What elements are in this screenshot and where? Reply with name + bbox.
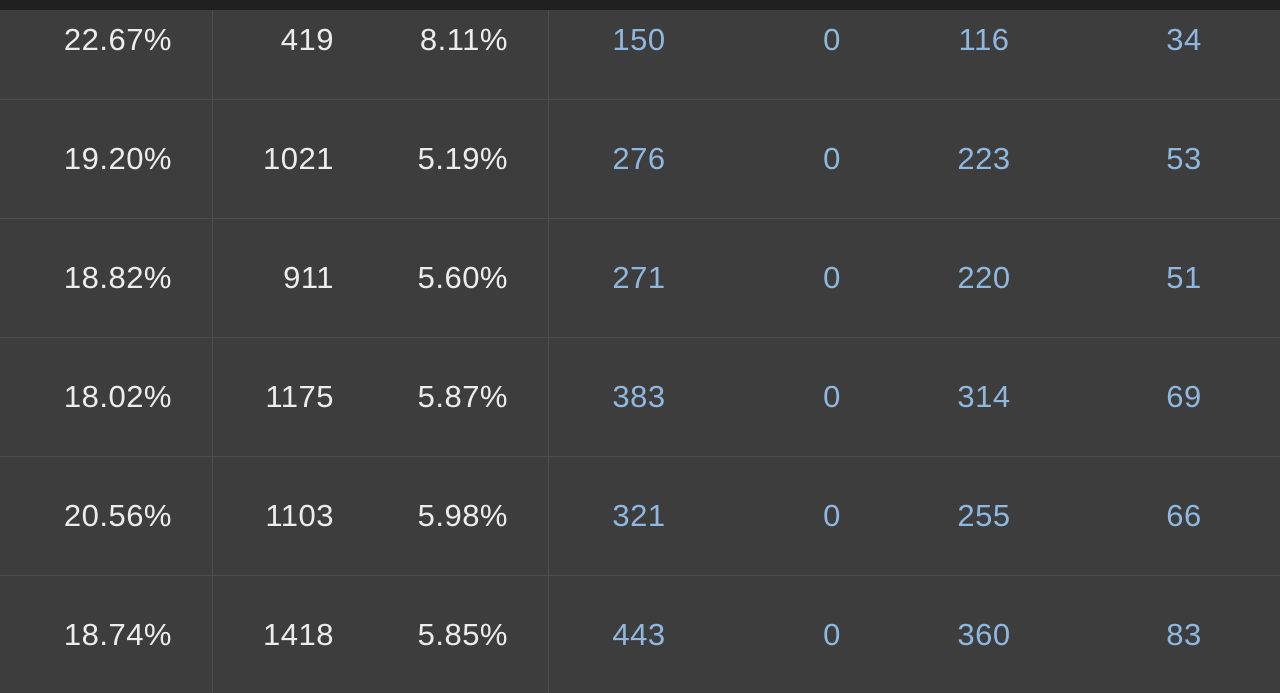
- table-row[interactable]: 22.67% 419 8.11% 150 0 116 34: [0, 0, 1280, 100]
- cell-percent-b: 8.11%: [419, 22, 508, 57]
- cell-link-a[interactable]: 443: [612, 617, 666, 652]
- cell-count: 1021: [263, 141, 334, 176]
- cell-percent-a: 18.82%: [63, 260, 172, 295]
- column-divider: [212, 10, 213, 693]
- cell-percent-b: 5.85%: [417, 617, 508, 652]
- cell-percent-b: 5.19%: [417, 141, 508, 176]
- table-row[interactable]: 18.74% 1418 5.85% 443 0 360 83: [0, 576, 1280, 693]
- cell-link-c[interactable]: 66: [1166, 498, 1202, 533]
- cell-count: 1418: [263, 617, 334, 652]
- cell-link-b[interactable]: 255: [957, 498, 1011, 533]
- cell-link-b[interactable]: 220: [957, 260, 1011, 295]
- table-row[interactable]: 18.02% 1175 5.87% 383 0 314 69: [0, 338, 1280, 457]
- cell-link-b[interactable]: 223: [957, 141, 1011, 176]
- column-divider: [548, 10, 549, 693]
- table-row[interactable]: 18.82% 911 5.60% 271 0 220 51: [0, 219, 1280, 338]
- cell-count: 1103: [265, 498, 334, 533]
- cell-percent-a: 18.02%: [63, 379, 172, 414]
- table-row[interactable]: 20.56% 1103 5.98% 321 0 255 66: [0, 457, 1280, 576]
- cell-link-zero[interactable]: 0: [823, 379, 841, 414]
- cell-link-b[interactable]: 314: [957, 379, 1011, 414]
- cell-link-c[interactable]: 34: [1166, 22, 1202, 57]
- cell-link-a[interactable]: 276: [612, 141, 666, 176]
- cell-link-a[interactable]: 150: [612, 22, 666, 57]
- cell-link-b[interactable]: 360: [957, 617, 1011, 652]
- cell-link-zero[interactable]: 0: [823, 22, 841, 57]
- cell-count: 419: [280, 22, 334, 57]
- cell-link-c[interactable]: 51: [1166, 260, 1202, 295]
- cell-link-b[interactable]: 116: [958, 22, 1010, 57]
- table-row[interactable]: 19.20% 1021 5.19% 276 0 223 53: [0, 100, 1280, 219]
- cell-percent-b: 5.98%: [417, 498, 508, 533]
- cell-percent-a: 20.56%: [63, 498, 172, 533]
- cell-count: 911: [283, 260, 334, 295]
- cell-link-c[interactable]: 69: [1166, 379, 1202, 414]
- cell-link-zero[interactable]: 0: [823, 498, 841, 533]
- cell-percent-a: 18.74%: [63, 617, 172, 652]
- cell-percent-a: 22.67%: [63, 22, 172, 57]
- cell-link-c[interactable]: 53: [1166, 141, 1202, 176]
- cell-link-a[interactable]: 321: [612, 498, 666, 533]
- cell-link-a[interactable]: 271: [612, 260, 666, 295]
- cell-link-zero[interactable]: 0: [823, 617, 841, 652]
- cell-percent-a: 19.20%: [63, 141, 172, 176]
- cell-link-c[interactable]: 83: [1166, 617, 1202, 652]
- cell-link-zero[interactable]: 0: [823, 141, 841, 176]
- cell-percent-b: 5.87%: [417, 379, 508, 414]
- cell-percent-b: 5.60%: [417, 260, 508, 295]
- cell-link-zero[interactable]: 0: [823, 260, 841, 295]
- top-bar: [0, 0, 1280, 10]
- cell-count: 1175: [265, 379, 334, 414]
- cell-link-a[interactable]: 383: [612, 379, 666, 414]
